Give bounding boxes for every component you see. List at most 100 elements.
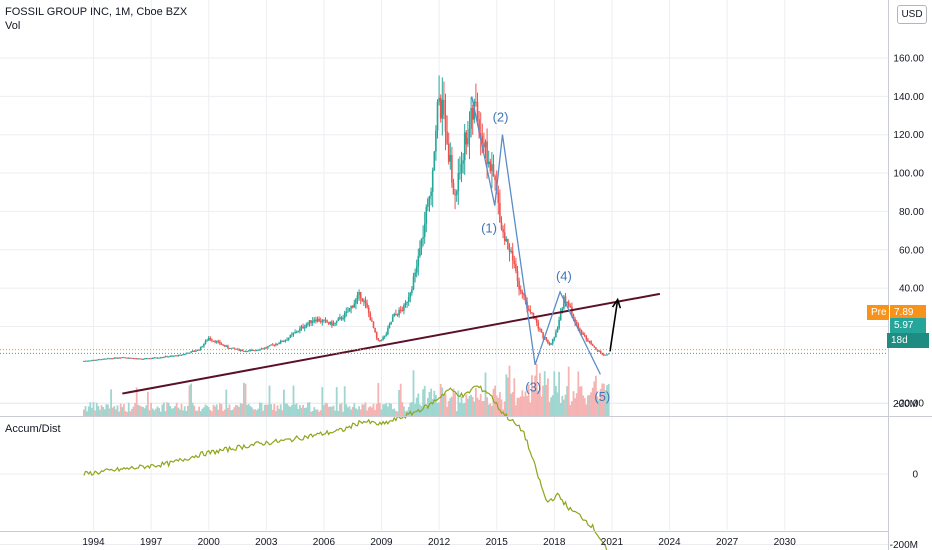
volume-bar: [390, 403, 392, 416]
volume-bar: [212, 404, 215, 416]
volume-bar: [540, 396, 543, 416]
volume-bar: [153, 410, 156, 416]
candle-body: [382, 337, 384, 340]
volume-bar: [564, 394, 567, 416]
candle-body: [107, 358, 109, 360]
candle-body: [204, 340, 207, 344]
candle-body: [156, 357, 159, 359]
candle-body: [276, 343, 279, 345]
volume-bar: [452, 388, 455, 416]
volume-legend-label[interactable]: Vol: [5, 20, 21, 32]
candle-body: [401, 309, 404, 311]
volume-bar: [177, 407, 180, 416]
volume-bar: [503, 401, 506, 416]
volume-bar: [553, 371, 556, 416]
volume-bar: [86, 411, 88, 416]
candle-body: [167, 356, 170, 358]
volume-bar: [270, 404, 272, 416]
symbol-title[interactable]: FOSSIL GROUP INC, 1M, Cboe BZX: [5, 6, 188, 18]
volume-bar: [575, 393, 578, 416]
candle-body: [547, 339, 549, 343]
volume-bar: [327, 406, 330, 416]
drawing-annotations[interactable]: (1) (2) (3) (4) (5): [0, 96, 888, 404]
volume-bar: [283, 389, 285, 416]
candle-body: [411, 289, 413, 293]
volume-bar: [315, 409, 317, 416]
volume-bar: [289, 406, 292, 416]
candle-body: [364, 300, 367, 304]
candle-body: [515, 263, 517, 272]
volume-bar: [479, 393, 482, 416]
candle-body: [481, 135, 484, 144]
volume-bars: [83, 364, 610, 416]
candle-body: [558, 319, 560, 329]
candle-body: [271, 344, 274, 346]
volume-bar: [84, 406, 87, 416]
volume-bar: [383, 404, 386, 416]
candle-body: [195, 350, 197, 352]
candle-body: [95, 359, 98, 361]
candle-body: [92, 359, 95, 361]
time-axis-tick-label: 2024: [658, 537, 681, 548]
candle-body: [315, 319, 317, 322]
volume-bar: [291, 405, 293, 416]
candle-body: [353, 303, 356, 308]
candle-body: [94, 359, 96, 361]
candle-body: [326, 320, 328, 323]
volume-bar: [142, 406, 144, 416]
volume-bar: [419, 404, 421, 416]
candle-body: [449, 155, 452, 162]
pre-market-price-badge: 7.89: [890, 305, 926, 320]
volume-bar: [182, 410, 184, 416]
volume-bar: [238, 406, 240, 416]
candle-body: [431, 170, 434, 192]
price-candles: [83, 75, 610, 362]
volume-bar: [454, 392, 456, 416]
volume-bar: [574, 398, 576, 416]
volume-bar: [175, 402, 178, 416]
volume-bar: [455, 411, 458, 416]
volume-bar: [303, 407, 306, 416]
candle-body: [243, 350, 245, 352]
candle-body: [574, 318, 576, 323]
volume-bar: [572, 391, 575, 416]
volume-bar: [535, 364, 538, 416]
candle-body: [235, 348, 237, 350]
price-axis-tick-label: 120.00: [893, 130, 924, 141]
candle-body: [390, 321, 392, 325]
volume-bar: [124, 411, 127, 416]
volume-bar: [316, 409, 319, 416]
candle-body: [311, 320, 314, 323]
volume-bar: [89, 402, 92, 416]
candle-body: [321, 320, 324, 322]
volume-bar: [567, 366, 570, 416]
volume-bar: [399, 383, 402, 416]
candle-body: [123, 357, 125, 359]
price-axis-tick-label: 80.00: [899, 207, 924, 218]
candle-body: [294, 332, 296, 334]
volume-bar: [161, 404, 164, 416]
volume-bar: [140, 406, 143, 416]
volume-bar: [460, 396, 463, 416]
indicator-legend-label[interactable]: Accum/Dist: [5, 423, 61, 435]
candle-body: [207, 338, 210, 341]
candle-body: [238, 348, 240, 351]
candle-body: [444, 114, 447, 132]
candle-body: [575, 322, 578, 325]
candle-body: [158, 357, 160, 359]
candle-body: [556, 328, 559, 333]
volume-bar: [190, 383, 192, 416]
candle-body: [551, 339, 554, 344]
volume-bar: [91, 407, 93, 416]
volume-bar: [441, 387, 444, 416]
volume-bar: [433, 390, 436, 416]
volume-bar: [206, 405, 208, 416]
candle-body: [503, 232, 506, 241]
candle-body: [153, 357, 156, 359]
volume-bar: [543, 371, 546, 416]
candle-body: [363, 300, 365, 302]
currency-button[interactable]: USD: [897, 5, 927, 24]
candle-body: [395, 313, 397, 315]
volume-bar: [438, 402, 440, 416]
candle-body: [415, 266, 418, 273]
